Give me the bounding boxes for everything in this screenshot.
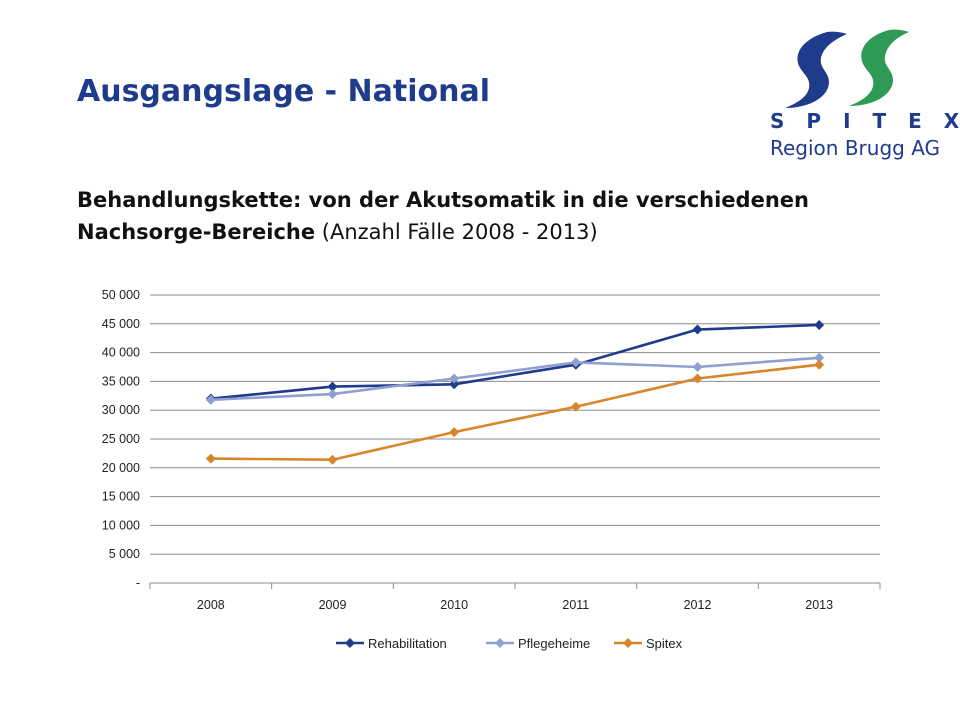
data-point [205,453,216,464]
data-point [327,381,338,392]
data-point [449,379,460,390]
data-point [692,324,703,335]
y-tick-label: 40 000 [102,346,140,360]
series-line [210,363,820,462]
y-tick-label: 50 000 [102,288,140,302]
x-tick-label: 2010 [440,598,468,612]
data-point [570,401,581,412]
logo-blue-swoosh [785,31,847,108]
subtitle-line-2-bold: Nachsorge-Bereiche [77,220,316,244]
y-tick-label: 15 000 [102,490,140,504]
x-tick-label: 2008 [197,598,225,612]
legend-label: Pflegeheime [518,636,590,651]
subtitle-line-2-rest: (Anzahl Fälle 2008 - 2013) [315,220,598,244]
data-point [692,362,703,372]
data-point [814,319,825,330]
page-title: Ausgangslage - National [77,74,490,109]
y-tick-label: - [136,576,140,590]
data-point [327,389,338,400]
data-point [327,454,338,465]
chart-subtitle: Behandlungskette: von der Akutsomatik in… [77,184,897,248]
x-tick-label: 2011 [562,598,589,612]
data-point [814,352,825,363]
x-tick-label: 2012 [684,598,712,612]
y-tick-label: 5 000 [109,547,140,561]
x-tick-label: 2013 [805,598,833,612]
y-tick-label: 25 000 [102,432,140,446]
data-point [449,427,460,438]
legend-label: Rehabilitation [368,636,447,651]
legend-label: Spitex [646,636,683,651]
legend-marker [345,638,355,648]
series-line [210,356,820,402]
subtitle-line-1: Behandlungskette: von der Akutsomatik in… [77,188,809,212]
y-tick-label: 30 000 [102,403,140,417]
data-point [205,394,216,405]
y-tick-label: 45 000 [102,317,140,331]
series-line [210,323,820,400]
data-point [692,373,703,384]
data-point [449,373,460,384]
legend-marker [623,638,633,648]
logo-green-swoosh [849,29,909,106]
data-point [814,359,825,370]
line-chart: - 5 000 10 000 15 000 20 000 25 000 30 000 35 0… [102,288,881,651]
logo-subtext: Region Brugg AG [770,136,941,160]
y-tick-label: 20 000 [102,461,140,475]
y-tick-label: 35 000 [102,374,140,388]
legend-marker [495,638,505,648]
data-point [570,357,581,368]
x-tick-label: 2009 [319,598,347,612]
y-tick-label: 10 000 [102,518,140,532]
spitex-logo [785,29,909,108]
logo-wordmark: SPITEX [770,109,959,133]
